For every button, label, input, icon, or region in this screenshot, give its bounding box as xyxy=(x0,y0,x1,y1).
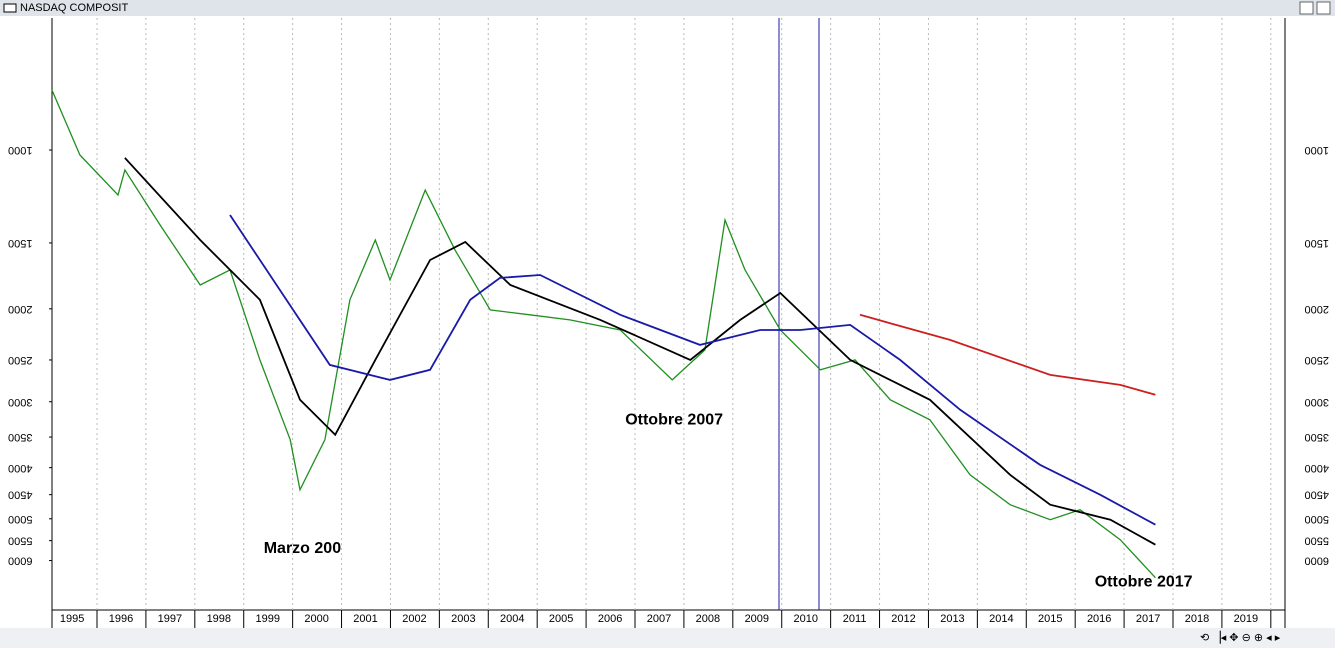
y-tick-label: 1500 xyxy=(1305,237,1329,249)
x-tick-label: 1995 xyxy=(60,613,84,625)
x-tick-label: 1996 xyxy=(109,613,133,625)
y-tick-label: 1000 xyxy=(8,144,32,156)
y-tick-label: 3500 xyxy=(8,431,32,443)
y-tick-label: 4000 xyxy=(1305,462,1329,474)
x-tick-label: 2019 xyxy=(1234,613,1258,625)
y-tick-label: 2500 xyxy=(8,354,32,366)
x-tick-label: 2004 xyxy=(500,613,524,625)
y-tick-label: 2000 xyxy=(1305,303,1329,315)
series-line xyxy=(229,214,1156,526)
y-tick-label: 2500 xyxy=(1305,354,1329,366)
y-tick-label: 4000 xyxy=(8,462,32,474)
y-tick-label: 3000 xyxy=(1305,396,1329,408)
y-tick-label: 6000 xyxy=(8,555,32,567)
x-tick-label: 2010 xyxy=(793,613,817,625)
annotation: Ottobre 2007 xyxy=(625,411,723,428)
title-bar xyxy=(0,0,1335,16)
chart-title: NASDAQ COMPOSIT xyxy=(20,2,128,14)
close-button[interactable] xyxy=(1316,1,1331,15)
x-tick-label: 2006 xyxy=(598,613,622,625)
y-tick-label: 5500 xyxy=(8,535,32,547)
x-tick-label: 2013 xyxy=(940,613,964,625)
y-tick-label: 5500 xyxy=(1305,535,1329,547)
annotation: Ottobre 2017 xyxy=(1095,574,1193,591)
y-tick-label: 5000 xyxy=(8,513,32,525)
y-tick-label: 2000 xyxy=(8,303,32,315)
y-tick-label: 6000 xyxy=(1305,555,1329,567)
x-tick-label: 2011 xyxy=(843,613,867,625)
series-line xyxy=(124,157,1156,546)
y-tick-label: 3000 xyxy=(8,396,32,408)
x-tick-label: 2005 xyxy=(549,613,573,625)
x-tick-label: 2014 xyxy=(989,613,1013,625)
series-line xyxy=(51,89,1156,579)
window-icon xyxy=(3,3,17,13)
x-tick-label: 2008 xyxy=(696,613,720,625)
toolbar xyxy=(0,628,1335,648)
y-tick-label: 5000 xyxy=(1305,513,1329,525)
x-tick-label: 2007 xyxy=(647,613,671,625)
x-tick-label: 2015 xyxy=(1038,613,1062,625)
x-tick-label: 2016 xyxy=(1087,613,1111,625)
x-tick-label: 1998 xyxy=(207,613,231,625)
x-tick-label: 1997 xyxy=(158,613,182,625)
x-tick-label: 2001 xyxy=(353,613,377,625)
y-tick-label: 1500 xyxy=(8,237,32,249)
x-tick-label: 2017 xyxy=(1136,613,1160,625)
x-tick-label: 2003 xyxy=(451,613,475,625)
x-tick-label: 2000 xyxy=(304,613,328,625)
x-tick-label: 2018 xyxy=(1185,613,1209,625)
x-tick-label: 2009 xyxy=(745,613,769,625)
annotation: Marzo 200 xyxy=(264,540,341,557)
x-tick-label: 1999 xyxy=(255,613,279,625)
series-line xyxy=(859,313,1156,396)
y-tick-label: 4500 xyxy=(8,489,32,501)
x-tick-label: 2002 xyxy=(402,613,426,625)
y-tick-label: 1000 xyxy=(1305,144,1329,156)
x-tick-label: 2012 xyxy=(891,613,915,625)
y-tick-label: 4500 xyxy=(1305,489,1329,501)
y-tick-label: 3500 xyxy=(1305,431,1329,443)
restore-button[interactable] xyxy=(1299,1,1314,15)
toolbar-icons[interactable]: ⟲ ▕◂ ✥ ⊖ ⊕ ◂ ▸ xyxy=(1200,630,1281,644)
